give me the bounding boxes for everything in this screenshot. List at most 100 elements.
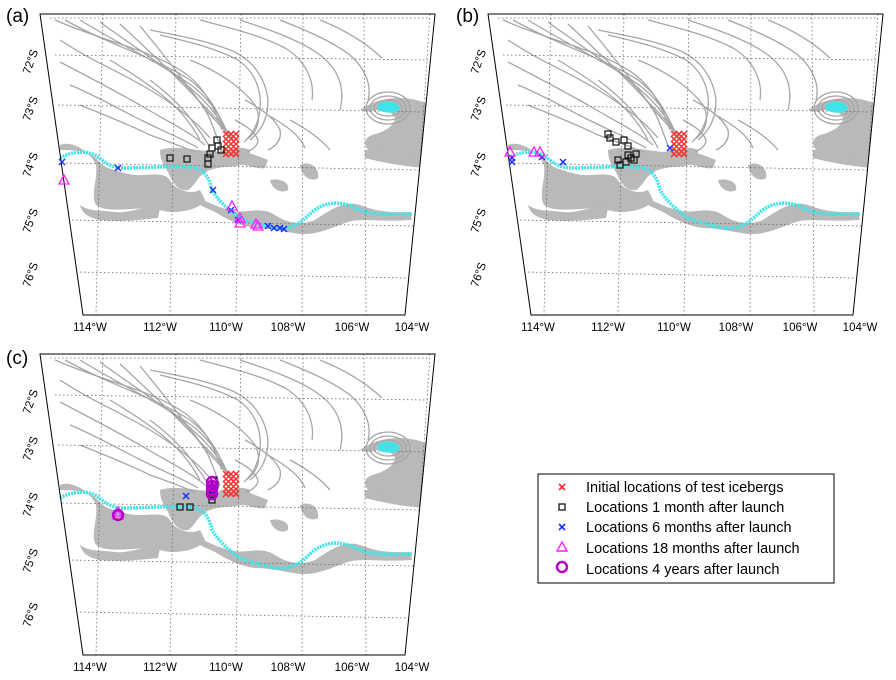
longitude-label: 106°W <box>335 662 370 674</box>
six-month-marker <box>280 225 288 233</box>
contour-line <box>244 439 282 491</box>
longitude-label: 112°W <box>591 322 625 334</box>
contour-line <box>239 19 343 111</box>
latitude-label: 72°S <box>469 48 489 76</box>
contour-line <box>289 459 331 491</box>
cyan-blob <box>826 101 848 113</box>
land-ice-shape <box>718 179 737 192</box>
one-month-marker <box>632 150 640 158</box>
x-stroke <box>670 130 678 138</box>
contour-line <box>79 444 196 493</box>
contour-line <box>169 69 221 147</box>
land-ice-shape <box>180 190 412 235</box>
x-stroke <box>508 158 516 166</box>
longitude-label: 110°W <box>209 662 243 674</box>
initial-location-marker <box>232 145 240 153</box>
contour-line <box>59 379 211 479</box>
x-stroke <box>276 224 284 232</box>
contour-line <box>767 19 831 59</box>
six-month-marker <box>666 144 674 152</box>
latitude-label: 76°S <box>21 261 41 289</box>
one-month-marker <box>166 154 174 162</box>
six-month-marker <box>58 158 66 166</box>
contour-line <box>319 359 383 399</box>
six-month-marker <box>508 158 516 166</box>
contour-line <box>199 359 314 441</box>
x-stroke <box>680 135 688 143</box>
x-stroke <box>680 150 688 158</box>
latitude-label: 72°S <box>21 388 41 416</box>
contour-ring <box>369 95 407 121</box>
contour-line <box>647 19 762 101</box>
contour-line <box>617 69 669 147</box>
land-ice-shape <box>365 150 425 168</box>
triangle-marker-icon <box>555 540 569 552</box>
map-panel-b: (b) 72°S 73°S 74°S 75°S 76°S 114°W 112°W 110°W 1… <box>456 6 884 334</box>
land-ice-shape <box>808 98 878 161</box>
graticule-line <box>75 611 411 619</box>
x-stroke <box>270 224 278 232</box>
x-stroke <box>680 140 688 148</box>
contour-line <box>517 84 647 149</box>
one-month-marker <box>616 161 624 169</box>
contour-ring <box>369 435 407 461</box>
contour-line <box>512 19 675 133</box>
contour-line <box>79 359 229 475</box>
initial-location-marker <box>232 470 240 478</box>
x-stroke <box>232 140 240 148</box>
land-ice-shape <box>360 438 430 501</box>
six-month-marker <box>264 222 272 230</box>
initial-location-marker <box>232 485 240 493</box>
x-stroke <box>232 490 240 498</box>
six-month-marker <box>182 492 190 500</box>
initial-location-marker <box>232 140 240 148</box>
panel-label: (b) <box>456 6 479 27</box>
six-month-marker <box>559 158 567 166</box>
contour-ring <box>365 431 411 465</box>
initial-location-marker <box>680 145 688 153</box>
markers <box>57 130 288 233</box>
initial-location-marker <box>680 150 688 158</box>
x-stroke <box>680 145 688 153</box>
contour-line <box>64 19 227 133</box>
eighteen-month-marker <box>503 145 517 157</box>
x-stroke <box>227 130 235 138</box>
contour-line <box>727 19 818 101</box>
x-stroke <box>182 492 190 500</box>
one-month-marker <box>204 160 212 168</box>
longitude-label: 108°W <box>271 322 306 334</box>
circle-marker-icon <box>555 560 569 574</box>
latitude-label: 75°S <box>21 547 41 575</box>
land-ice-shape <box>270 519 289 532</box>
eighteen-month-marker <box>225 199 239 211</box>
contour-line <box>149 79 211 149</box>
initial-location-marker <box>680 140 688 148</box>
longitude-label: 114°W <box>73 662 107 674</box>
eighteen-month-marker <box>249 217 263 229</box>
contour-line <box>199 19 314 101</box>
latitude-label: 76°S <box>21 601 41 629</box>
contour-line <box>69 84 199 149</box>
contour-line <box>597 29 717 141</box>
contour-line <box>79 19 229 135</box>
contour-line <box>159 34 261 143</box>
land-ice-shape <box>365 490 425 508</box>
map-panel-c: (c) 72°S 73°S 74°S 75°S 76°S 114°W 112°W 110°W 1… <box>6 348 436 674</box>
graticule-line <box>57 104 425 113</box>
one-month-marker <box>606 134 614 142</box>
contour-line <box>59 401 206 486</box>
land-ice-shape <box>300 503 319 520</box>
latitude-label: 76°S <box>469 261 489 289</box>
x-stroke <box>232 150 240 158</box>
one-month-marker <box>186 503 194 511</box>
four-year-marker <box>205 487 219 501</box>
x-stroke <box>58 158 66 166</box>
latitude-label: 74°S <box>21 151 41 179</box>
x-stroke <box>222 470 230 478</box>
eighteen-month-marker <box>57 173 71 185</box>
contour-line <box>279 19 370 101</box>
contour-line <box>239 359 343 451</box>
one-month-marker <box>614 156 622 164</box>
map-body: 72°S 73°S 74°S 75°S 76°S 114°W 112°W 110°W 108°W… <box>21 13 436 334</box>
